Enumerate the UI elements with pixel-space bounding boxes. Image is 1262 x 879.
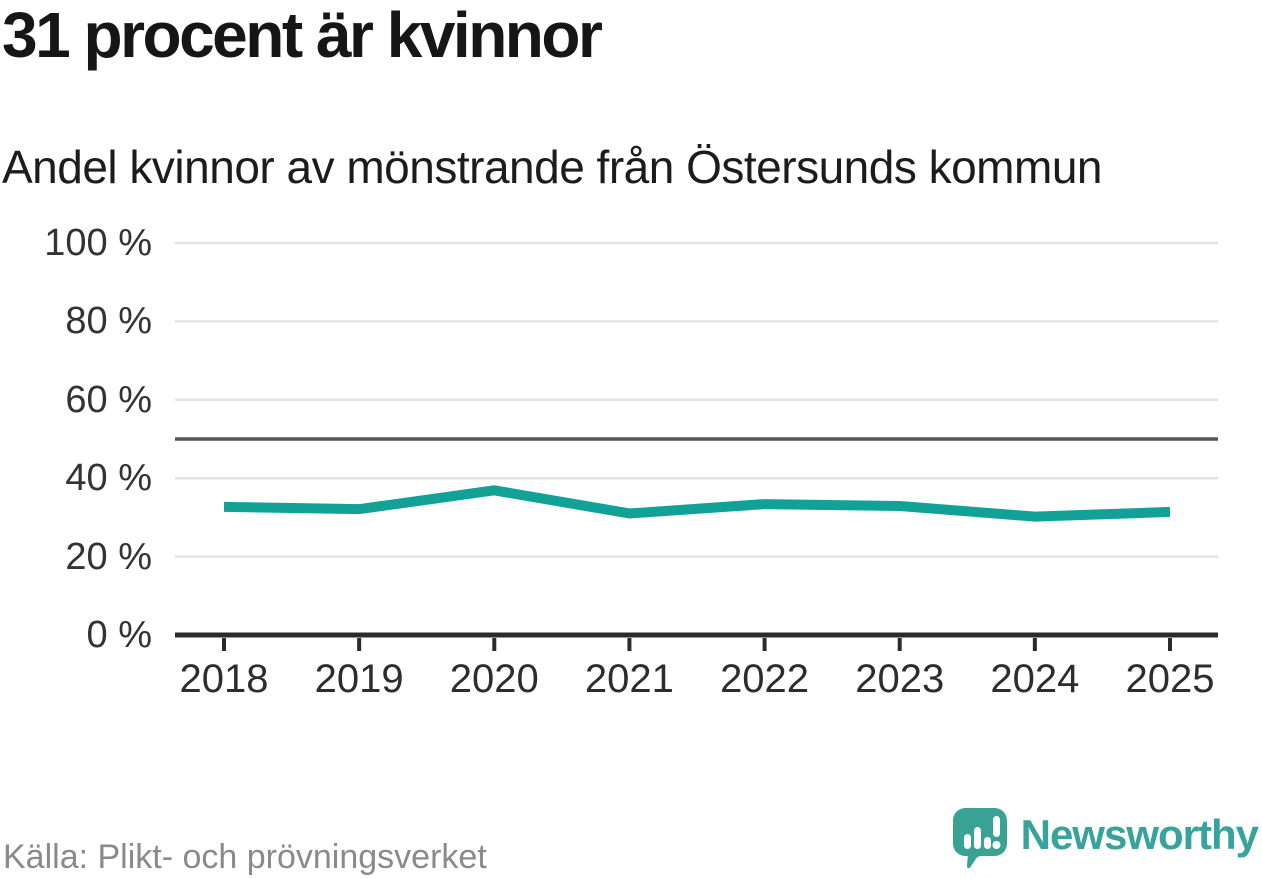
y-tick-label-100: 100 % [44,222,152,264]
newsworthy-speech-bubble-chart-icon [952,808,1007,869]
y-tick-label-60: 60 % [65,378,152,421]
chart-subtitle: Andel kvinnor av mönstrande från Östersu… [2,141,1102,193]
source-credit: Källa: Plikt- och prövningsverket [3,838,487,876]
series-line [223,485,1171,522]
page-title: 31 procent är kvinnor [2,0,603,71]
plot-svg [175,241,1218,651]
x-tick-label-2023: 2023 [855,657,945,701]
chart-area: 0 % 20 % 40 % 60 % 80 % 100 % 2018 2019 2020 202… [0,222,1262,725]
x-tick-label-2018: 2018 [179,657,269,701]
newsworthy-logo: Newsworthy [951,806,1259,870]
x-tick-label-2025: 2025 [1125,657,1215,701]
x-tick-label-2022: 2022 [720,657,810,701]
y-tick-label-40: 40 % [65,457,152,500]
y-tick-label-80: 80 % [65,300,152,343]
x-tick-label-2021: 2021 [584,657,674,701]
x-tick-label-2020: 2020 [449,657,539,701]
x-tick-label-2019: 2019 [314,657,404,701]
newsworthy-wordmark: Newsworthy [1020,811,1259,858]
x-tick-label-2024: 2024 [990,657,1080,701]
y-tick-label-0: 0 % [86,614,152,656]
y-tick-label-20: 20 % [65,535,152,578]
